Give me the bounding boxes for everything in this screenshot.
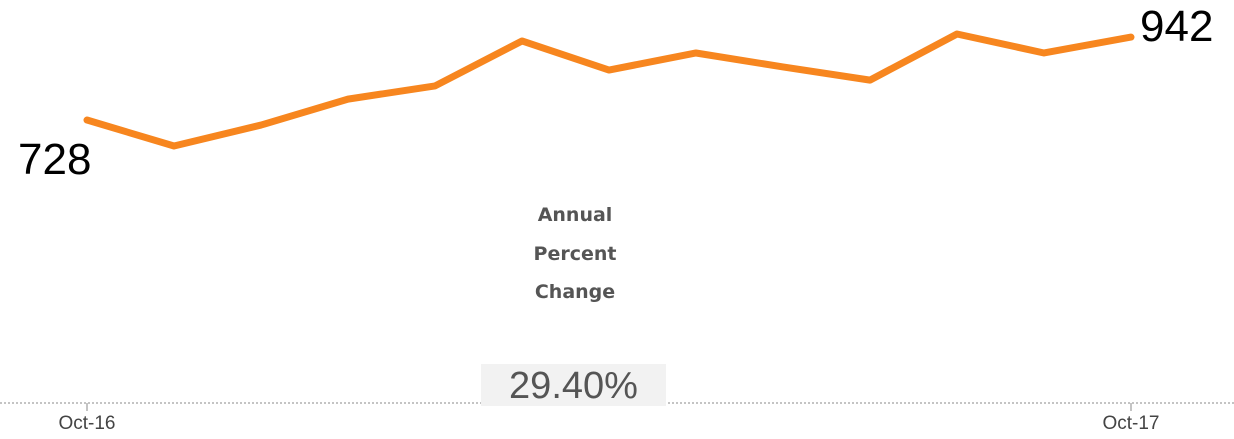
annotation-value: 29.40% bbox=[481, 364, 666, 407]
x-tick-label: Oct-16 bbox=[58, 413, 115, 434]
annotation-title: Annual Percent Change bbox=[533, 204, 617, 303]
x-tick-label: Oct-17 bbox=[1102, 413, 1159, 434]
data-label: 728 bbox=[18, 135, 91, 184]
line bbox=[83, 30, 1135, 150]
data-label: 942 bbox=[1140, 2, 1213, 51]
